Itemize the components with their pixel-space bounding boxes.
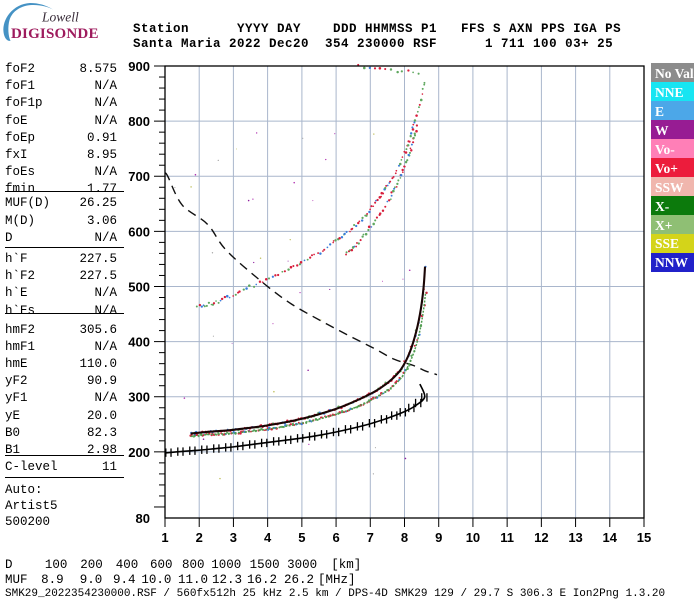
svg-text:5: 5 [298, 530, 305, 545]
svg-text:9: 9 [435, 530, 442, 545]
svg-text:6: 6 [332, 530, 339, 545]
svg-text:200: 200 [128, 445, 150, 460]
svg-text:80: 80 [136, 511, 150, 526]
svg-text:300: 300 [128, 390, 150, 405]
svg-text:3: 3 [230, 530, 237, 545]
svg-text:14: 14 [603, 530, 618, 545]
svg-text:2: 2 [196, 530, 203, 545]
svg-text:12: 12 [534, 530, 548, 545]
svg-text:13: 13 [568, 530, 582, 545]
svg-text:15: 15 [637, 530, 651, 545]
svg-text:11: 11 [500, 530, 514, 545]
svg-text:1: 1 [161, 530, 168, 545]
svg-text:900: 900 [128, 59, 150, 74]
svg-text:400: 400 [128, 335, 150, 350]
svg-text:800: 800 [128, 114, 150, 129]
svg-text:7: 7 [367, 530, 374, 545]
svg-text:500: 500 [128, 279, 150, 294]
svg-text:10: 10 [466, 530, 480, 545]
svg-text:4: 4 [264, 530, 272, 545]
svg-text:8: 8 [401, 530, 408, 545]
svg-text:600: 600 [128, 224, 150, 239]
svg-text:700: 700 [128, 169, 150, 184]
